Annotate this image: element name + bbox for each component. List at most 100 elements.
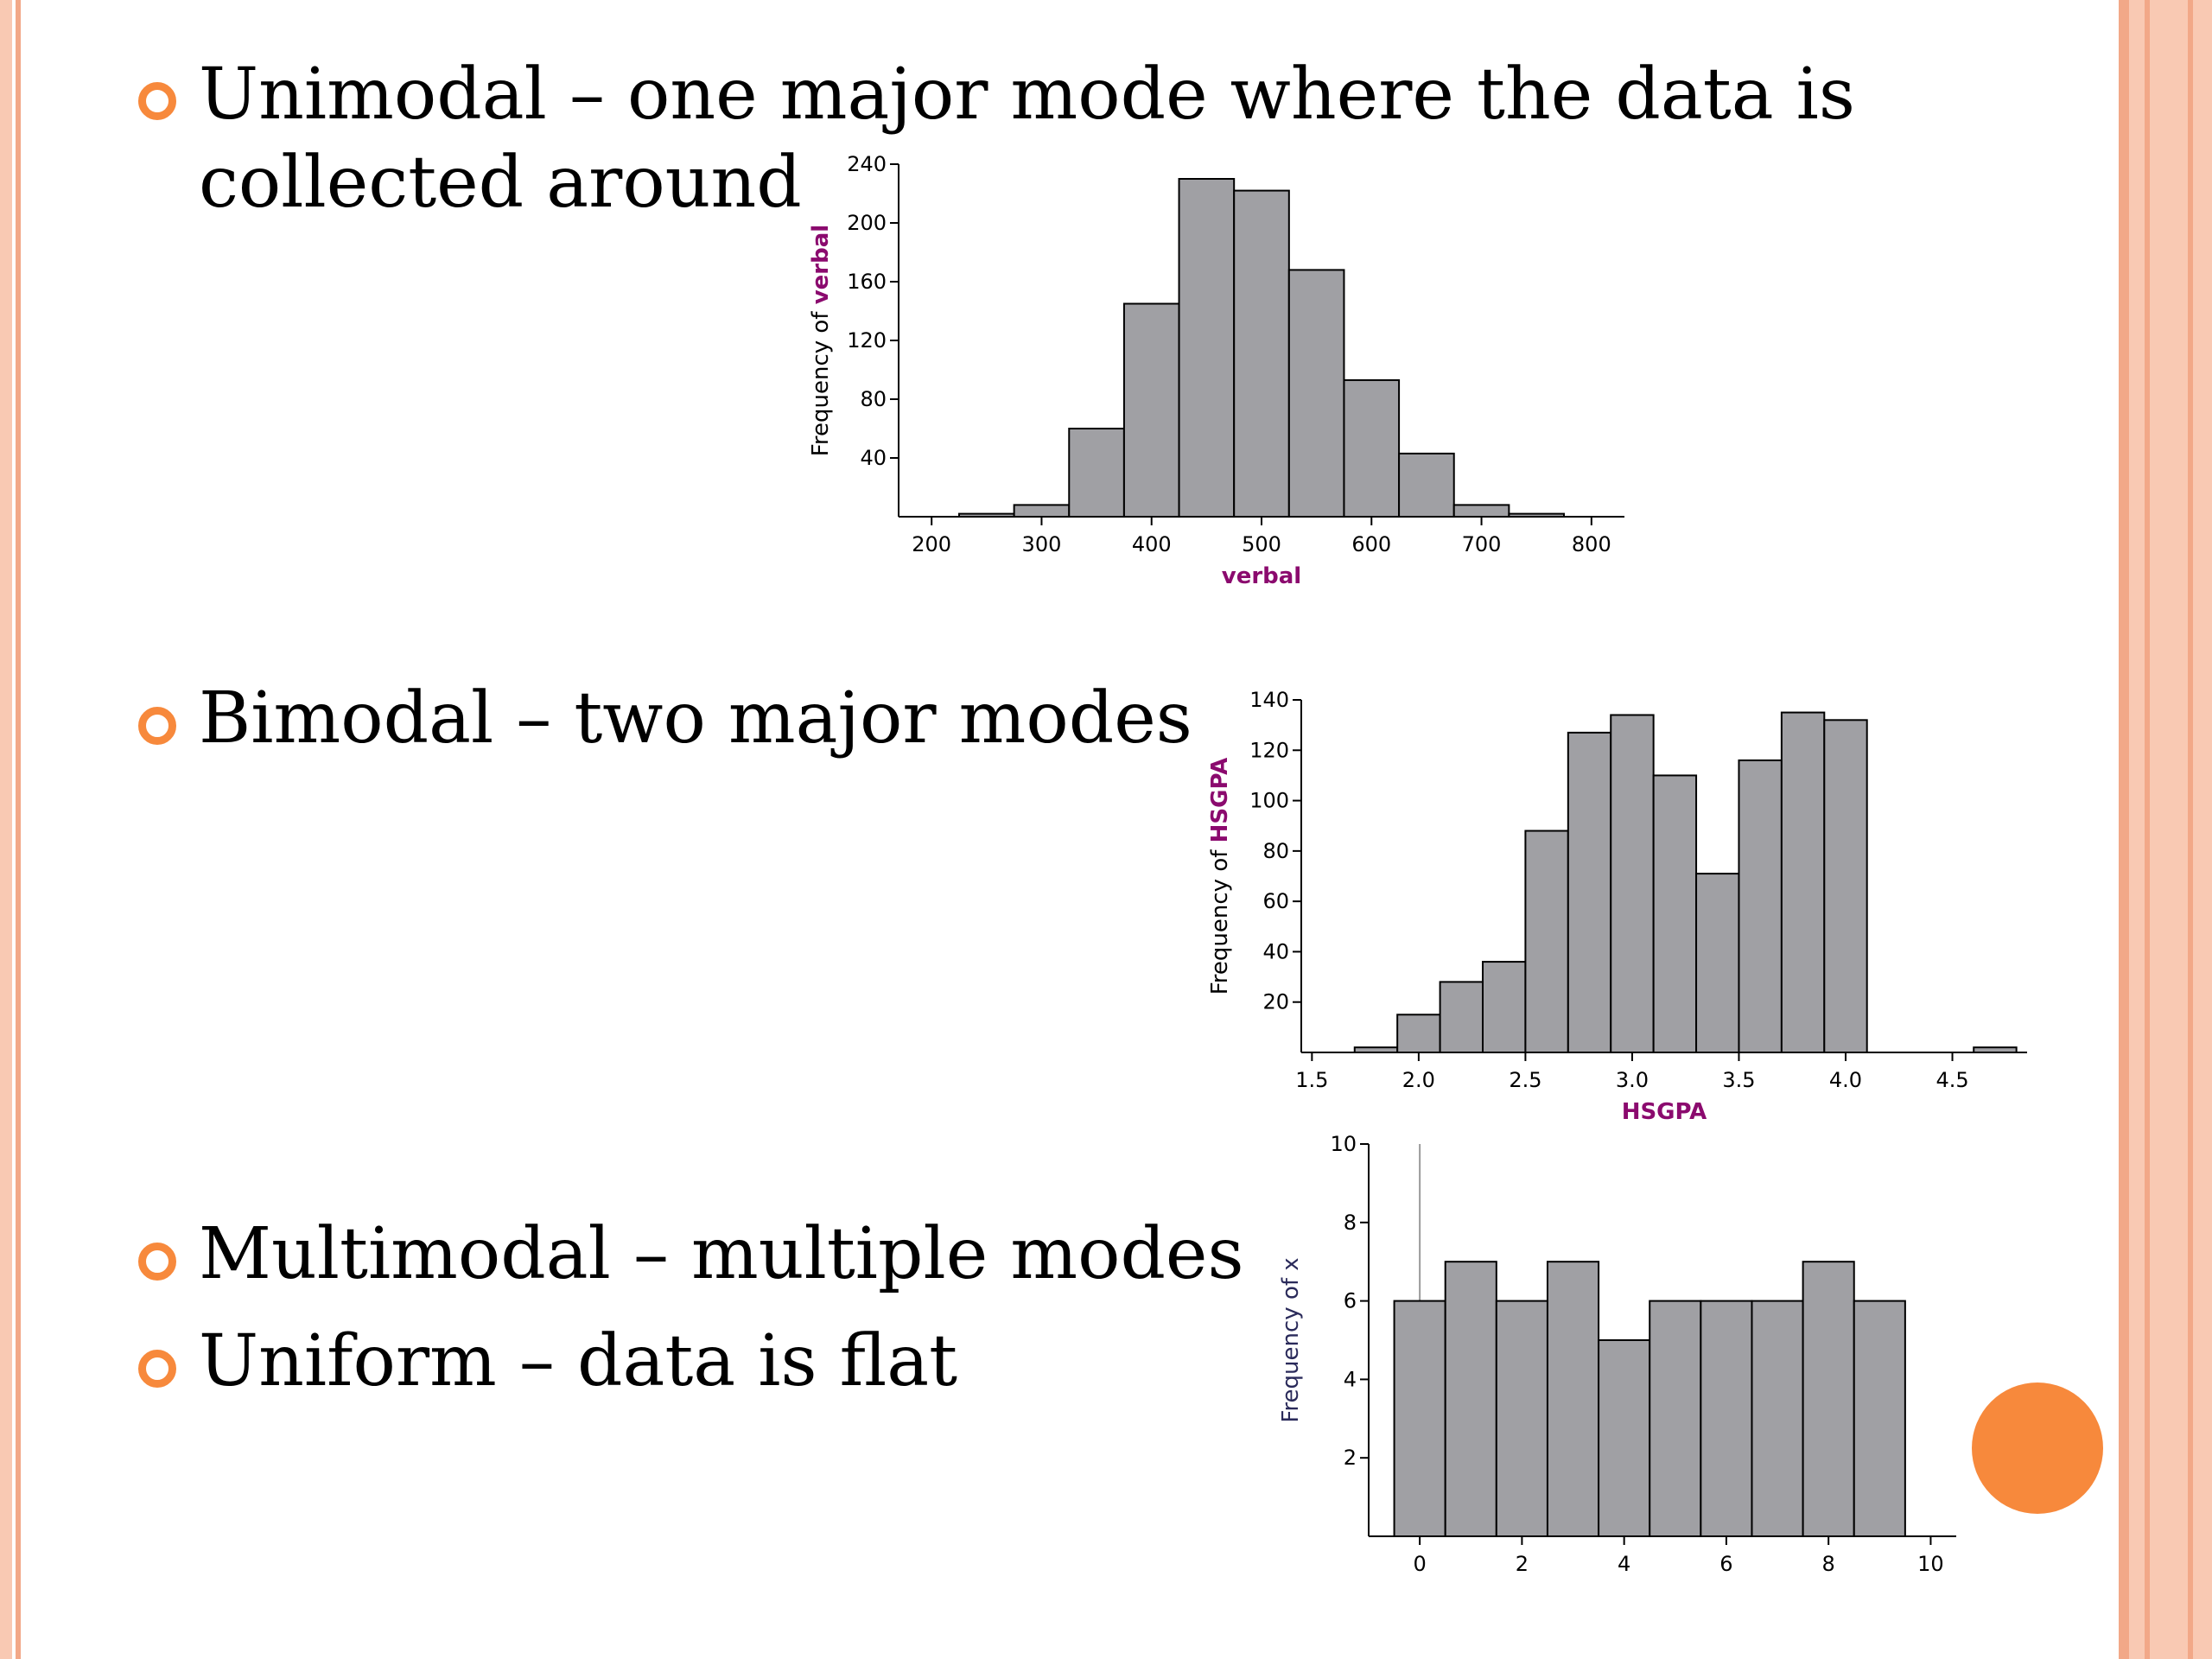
chart-verbal-histogram: 40 80 120 160 200 240 200 300 400 500 600 700 800 ver… xyxy=(808,152,1624,589)
y-tick-label: 40 xyxy=(860,446,887,470)
y-axis-label: Frequency of HSGPA xyxy=(1207,758,1233,995)
histogram-bar xyxy=(1524,830,1569,1054)
histogram-bar xyxy=(1823,719,1868,1053)
histogram-bar xyxy=(1495,1300,1548,1537)
x-tick-label: 3.5 xyxy=(1722,1068,1755,1092)
histogram-bar xyxy=(1013,504,1071,518)
left-border-line xyxy=(16,0,21,1659)
circle-bullet-icon xyxy=(138,82,176,120)
y-axis-label: Frequency of verbal xyxy=(808,225,834,456)
histogram-bar xyxy=(1853,1300,1906,1537)
x-tick-label: 4 xyxy=(1618,1552,1630,1576)
histogram-bar xyxy=(1233,189,1290,518)
x-tick-label: 3.0 xyxy=(1616,1068,1649,1092)
histogram-bar xyxy=(1610,714,1655,1053)
histogram-bar xyxy=(1343,378,1401,518)
y-tick-label: 140 xyxy=(1249,688,1289,712)
y-tick-label: 6 xyxy=(1344,1289,1357,1313)
histogram-bar xyxy=(1652,774,1698,1054)
y-tick-label: 240 xyxy=(847,152,887,176)
x-tick-label: 700 xyxy=(1462,532,1502,556)
x-tick-label: 200 xyxy=(912,532,951,556)
y-tick-label: 80 xyxy=(860,387,887,411)
y-tick-label: 10 xyxy=(1330,1132,1357,1156)
x-tick-label: 0 xyxy=(1413,1552,1426,1576)
y-tick-label: 160 xyxy=(847,270,887,294)
x-tick-label: 2.5 xyxy=(1509,1068,1541,1092)
y-tick-label: 4 xyxy=(1344,1367,1357,1391)
y-tick-label: 60 xyxy=(1262,889,1289,913)
y-tick-label: 40 xyxy=(1262,939,1289,963)
histogram-bar xyxy=(1546,1261,1600,1537)
y-tick-label: 2 xyxy=(1344,1446,1357,1470)
y-tick-label: 8 xyxy=(1344,1211,1357,1235)
histogram-bar xyxy=(1122,302,1180,518)
histogram-bar xyxy=(1802,1261,1855,1537)
circle-bullet-icon xyxy=(138,1243,176,1281)
histogram-bar xyxy=(1068,428,1125,518)
histogram-bar xyxy=(1695,873,1740,1053)
y-axis-label-prefix: Frequency of xyxy=(1278,1271,1304,1423)
x-tick-label: 4.5 xyxy=(1936,1068,1968,1092)
y-axis-label-prefix: Frequency of xyxy=(1207,842,1233,995)
histogram-bar xyxy=(1700,1300,1753,1537)
x-tick-label: 10 xyxy=(1917,1552,1944,1576)
histogram-bar xyxy=(1287,269,1345,518)
histogram-bar xyxy=(1396,1014,1441,1053)
x-axis-label: HSGPA xyxy=(1622,1099,1707,1125)
x-tick-label: 2 xyxy=(1516,1552,1529,1576)
histogram-bar xyxy=(1780,711,1826,1053)
right-border-line-2 xyxy=(2188,0,2193,1659)
chart-x-histogram: 2 4 6 8 10 0 2 4 6 8 10 Frequency of x xyxy=(1278,1132,1956,1576)
y-axis-label-variable: HSGPA xyxy=(1207,758,1233,843)
right-border-stripe xyxy=(2119,0,2129,1659)
histogram-bar xyxy=(1444,1261,1497,1537)
y-axis-label-prefix: Frequency of xyxy=(808,304,834,456)
circle-bullet-icon xyxy=(138,707,176,745)
left-border-stripe xyxy=(0,0,12,1659)
y-tick-label: 120 xyxy=(847,328,887,353)
histogram-bar xyxy=(1439,981,1484,1053)
histogram-bar xyxy=(1452,504,1510,518)
x-tick-label: 800 xyxy=(1572,532,1611,556)
bullet-bimodal: Bimodal – two major modes xyxy=(199,677,1192,760)
y-tick-label: 120 xyxy=(1249,738,1289,762)
x-tick-label: 6 xyxy=(1719,1552,1732,1576)
x-tick-label: 4.0 xyxy=(1829,1068,1862,1092)
x-tick-label: 300 xyxy=(1022,532,1062,556)
y-tick-label: 200 xyxy=(847,211,887,235)
right-border-line xyxy=(2145,0,2150,1659)
histogram-bar xyxy=(1649,1300,1702,1537)
y-axis-label-variable: x xyxy=(1278,1257,1304,1270)
x-tick-label: 2.0 xyxy=(1402,1068,1435,1092)
bullet-multimodal: Multimodal – multiple modes xyxy=(199,1213,1244,1295)
x-tick-label: 400 xyxy=(1132,532,1172,556)
chart-hsgpa-histogram: 20 40 60 80 100 120 140 1.5 2.0 2.5 3.0 3.5 4.0 4.5 HS… xyxy=(1207,688,2027,1125)
x-tick-label: 600 xyxy=(1351,532,1391,556)
histogram-bar xyxy=(1598,1339,1651,1537)
orange-circle-icon xyxy=(1972,1382,2103,1514)
histogram-bar xyxy=(1393,1300,1446,1537)
y-tick-label: 80 xyxy=(1262,839,1289,863)
y-axis-label: Frequency of x xyxy=(1278,1257,1304,1422)
y-axis-label-variable: verbal xyxy=(808,225,834,304)
circle-bullet-icon xyxy=(138,1350,176,1388)
histogram-bar xyxy=(1751,1300,1804,1537)
histogram-bar xyxy=(1567,731,1612,1053)
y-tick-label: 20 xyxy=(1262,990,1289,1014)
histogram-bar xyxy=(1398,452,1455,518)
bullet-unimodal-line2: collected around xyxy=(199,142,802,224)
histogram-bar xyxy=(1738,759,1783,1053)
x-tick-label: 8 xyxy=(1822,1552,1835,1576)
x-tick-label: 500 xyxy=(1242,532,1281,556)
histogram-bar xyxy=(1178,178,1236,518)
bullet-uniform: Uniform – data is flat xyxy=(199,1320,958,1402)
bullet-unimodal-line1: Unimodal – one major mode where the data… xyxy=(199,54,1855,136)
y-tick-label: 100 xyxy=(1249,789,1289,813)
x-axis-label: verbal xyxy=(1222,563,1301,589)
histogram-bar xyxy=(1482,961,1527,1054)
right-border-panel xyxy=(2129,0,2212,1659)
x-tick-label: 1.5 xyxy=(1295,1068,1328,1092)
